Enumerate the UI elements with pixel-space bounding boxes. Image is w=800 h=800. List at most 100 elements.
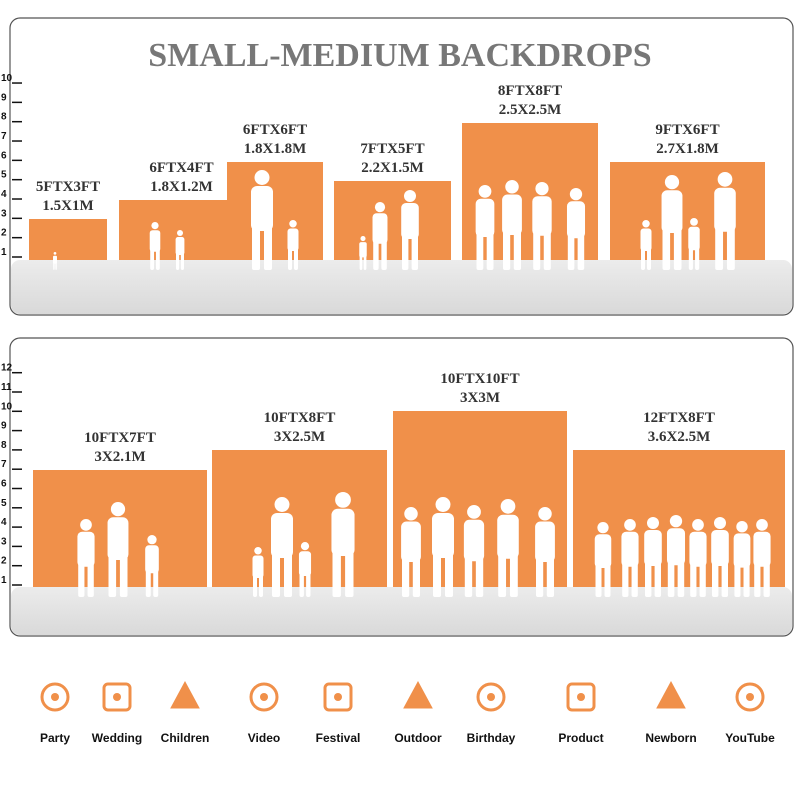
silhouette [644,517,662,597]
silhouette [252,547,264,597]
scale-label: 12 [1,363,13,374]
silhouette-leg [78,558,85,597]
silhouette-head [717,172,733,187]
silhouette-body [666,528,686,566]
floor [11,260,792,314]
silhouette [77,519,95,597]
silhouette-leg [259,572,263,597]
scale-label: 1 [1,575,7,586]
silhouette-leg [264,220,272,270]
silhouette [535,507,555,597]
silhouette-leg [176,250,180,270]
silhouette-leg [108,549,117,597]
silhouette [733,521,751,597]
silhouette-head [736,521,748,533]
icon-dot [746,693,754,701]
silhouette-leg [253,572,257,597]
backdrop [610,162,765,260]
silhouette [661,175,683,270]
silhouette-head [53,252,57,255]
size-feet: 5FTX3FT [36,179,100,195]
silhouette-leg [153,566,159,597]
icon-shape [249,682,279,712]
silhouette-leg [55,261,57,270]
silhouette-body [502,194,522,235]
silhouette-leg [577,229,585,270]
silhouette [689,519,707,597]
silhouette-leg [284,547,292,597]
silhouette-leg [743,559,750,597]
silhouette [251,170,273,270]
silhouette-leg [667,556,675,597]
silhouette [359,236,367,270]
category-label: Party [40,731,70,745]
icon-shape [323,682,353,712]
category-label: Children [161,731,210,745]
category-icon [249,682,279,712]
silhouette-leg [595,559,602,597]
category-label: Festival [316,731,361,745]
category-label: Birthday [467,731,516,745]
silhouette-leg [543,226,551,270]
silhouette-head [505,180,519,194]
silhouette [175,230,185,270]
size-feet: 6FTX4FT [149,160,213,176]
silhouette-leg [359,253,363,270]
category-icon [403,680,433,709]
silhouette-leg [734,559,741,597]
size-meters: 2.7X1.8M [656,141,719,157]
silhouette-leg [726,221,735,270]
scale-label: 10 [1,73,13,84]
silhouette-leg [567,229,575,270]
icon-dot [487,693,495,701]
size-feet: 8FTX8FT [498,83,562,99]
scale-label: 9 [1,92,7,103]
icon-shape [476,682,506,712]
silhouette-body [107,517,129,560]
silhouette-head [147,535,157,545]
scale-label: 11 [1,382,12,393]
silhouette-leg [673,222,682,270]
size-meters: 3X2.1M [94,449,145,465]
icon-dot [667,693,675,701]
silhouette-body [271,513,293,558]
icon-dot [414,693,422,701]
size-feet: 12FTX8FT [643,410,715,426]
silhouette-leg [536,552,544,597]
silhouette [432,497,454,597]
backdrop [29,219,107,260]
silhouette-head [177,230,183,236]
size-feet: 10FTX8FT [264,410,336,426]
silhouette-body [331,508,355,556]
size-meters: 1.5X1M [42,198,93,214]
silhouette-leg [498,548,507,597]
scale-label: 10 [1,401,13,412]
silhouette [107,502,129,597]
category-icon [170,680,200,709]
icon-dot [334,693,342,701]
silhouette [372,202,388,270]
scale-label: 2 [1,228,7,239]
icon-dot [260,693,268,701]
silhouette-leg [272,547,280,597]
icon-dot [181,693,189,701]
scale-label: 8 [1,440,7,451]
silhouette [145,535,159,597]
silhouette-leg [654,557,661,597]
silhouette [753,519,771,597]
silhouette-leg [180,250,184,270]
size-meters: 3X3M [460,390,500,406]
backdrop [227,162,323,260]
icon-dot [577,693,585,701]
silhouette-head [254,547,262,555]
silhouette-head [274,497,290,512]
silhouette-head [151,222,159,230]
silhouette-body [401,521,421,562]
scale-label: 4 [1,189,7,200]
scale-label: 6 [1,150,7,161]
silhouette-leg [662,222,671,270]
category-icon [323,682,353,712]
silhouette [287,220,299,270]
silhouette [298,542,312,597]
